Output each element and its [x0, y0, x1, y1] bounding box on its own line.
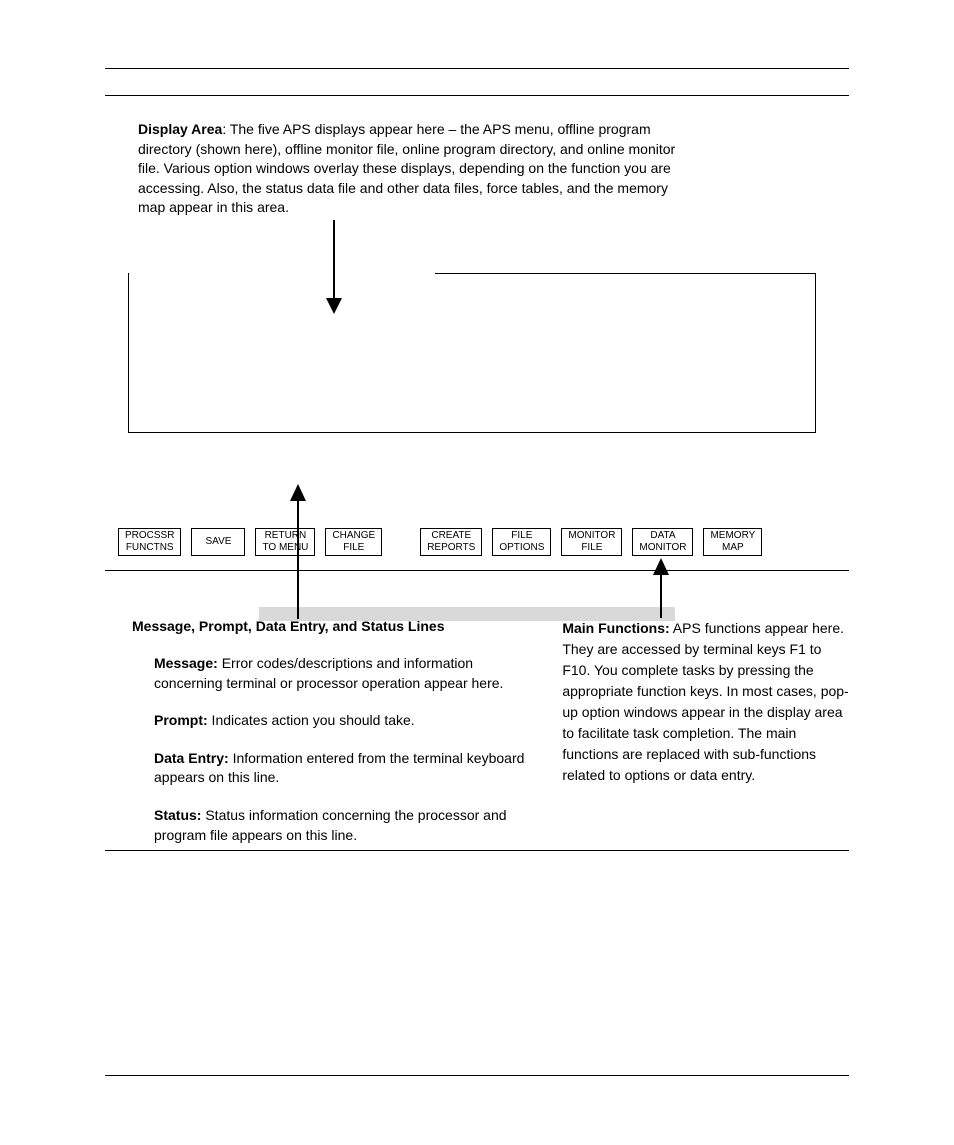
fn-label: DATA — [650, 530, 675, 542]
fn-change-file: CHANGE FILE — [325, 528, 382, 556]
bottom-rule — [105, 850, 849, 851]
fn-data-monitor: DATA MONITOR — [632, 528, 693, 556]
main-functions-label: Main Functions: — [562, 620, 669, 636]
display-box-frame — [128, 273, 816, 433]
definition-message: Message: Error codes/descriptions and in… — [154, 654, 532, 693]
main-functions-text: APS functions appear here. They are acce… — [562, 620, 848, 783]
display-area-description: Display Area: The five APS displays appe… — [138, 120, 698, 218]
fn-label: CREATE — [431, 530, 471, 542]
fn-label: FILE — [343, 542, 364, 554]
lower-text-columns: Message, Prompt, Data Entry, and Status … — [132, 618, 849, 863]
fn-label: SAVE — [205, 536, 231, 548]
display-area-label: Display Area — [138, 121, 222, 137]
definition-text: Indicates action you should take. — [208, 712, 415, 728]
fn-label: REPORTS — [427, 542, 475, 554]
fn-label: FUNCTNS — [126, 542, 174, 554]
fn-label: FILE — [511, 530, 532, 542]
fn-save: SAVE — [191, 528, 245, 556]
definition-text: Status information concerning the proces… — [154, 807, 507, 843]
arrow-up-left-icon — [290, 484, 310, 619]
fn-procssr-functns: PROCSSR FUNCTNS — [118, 528, 181, 556]
function-key-row: PROCSSR FUNCTNS SAVE RETURN TO MENU CHAN… — [118, 528, 836, 556]
separator-rule — [105, 570, 849, 571]
separator-rule — [105, 95, 849, 96]
fn-label: FILE — [581, 542, 602, 554]
fn-file-options: FILE OPTIONS — [492, 528, 551, 556]
fn-label: PROCSSR — [125, 530, 174, 542]
fn-memory-map: MEMORY MAP — [703, 528, 762, 556]
definition-term: Prompt: — [154, 712, 208, 728]
fn-label: MONITOR — [568, 530, 615, 542]
footer-rule — [105, 1075, 849, 1076]
fn-label: CHANGE — [332, 530, 375, 542]
message-section-heading: Message, Prompt, Data Entry, and Status … — [132, 618, 532, 634]
page-container: Display Area: The five APS displays appe… — [0, 0, 954, 1145]
definition-status: Status: Status information concerning th… — [154, 806, 532, 845]
definition-term: Data Entry: — [154, 750, 229, 766]
definition-prompt: Prompt: Indicates action you should take… — [154, 711, 532, 731]
fn-create-reports: CREATE REPORTS — [420, 528, 482, 556]
fn-label: MAP — [722, 542, 744, 554]
top-rule — [105, 68, 849, 69]
fn-monitor-file: MONITOR FILE — [561, 528, 622, 556]
definition-term: Message: — [154, 655, 218, 671]
arrow-up-right-icon — [653, 558, 673, 618]
fn-label: OPTIONS — [499, 542, 544, 554]
right-column: Main Functions: APS functions appear her… — [562, 618, 849, 863]
fn-label: MEMORY — [710, 530, 755, 542]
left-column: Message, Prompt, Data Entry, and Status … — [132, 618, 532, 863]
definition-term: Status: — [154, 807, 201, 823]
definition-data-entry: Data Entry: Information entered from the… — [154, 749, 532, 788]
fn-label: MONITOR — [639, 542, 686, 554]
main-functions-description: Main Functions: APS functions appear her… — [562, 618, 849, 786]
